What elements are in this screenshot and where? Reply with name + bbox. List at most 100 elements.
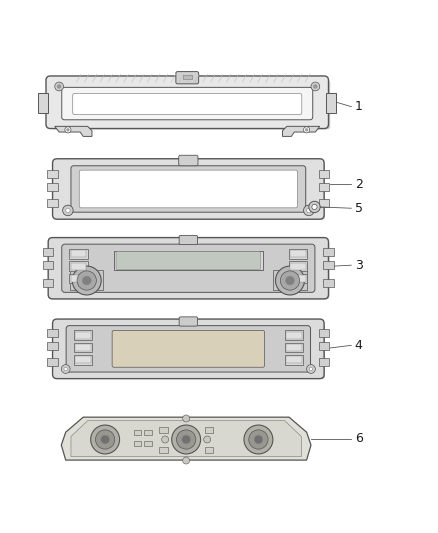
Bar: [285, 343, 303, 352]
Bar: [43, 261, 53, 269]
Bar: [319, 169, 329, 177]
Bar: [47, 169, 58, 177]
Bar: [75, 356, 91, 364]
Polygon shape: [283, 126, 320, 136]
FancyBboxPatch shape: [53, 159, 324, 219]
Bar: [43, 248, 53, 256]
Bar: [47, 199, 58, 207]
Circle shape: [183, 415, 190, 422]
Bar: [47, 329, 58, 337]
Circle shape: [95, 430, 115, 449]
Bar: [289, 273, 307, 283]
Text: 6: 6: [355, 432, 363, 445]
Bar: [69, 249, 88, 259]
Polygon shape: [326, 93, 336, 113]
Circle shape: [162, 436, 169, 443]
Bar: [134, 441, 141, 446]
Circle shape: [314, 85, 317, 88]
FancyBboxPatch shape: [179, 155, 198, 166]
Circle shape: [280, 271, 300, 290]
FancyBboxPatch shape: [112, 330, 265, 367]
Circle shape: [101, 435, 110, 444]
Circle shape: [244, 425, 273, 454]
Bar: [205, 447, 213, 453]
Circle shape: [63, 205, 73, 216]
Circle shape: [204, 436, 211, 443]
FancyBboxPatch shape: [57, 163, 325, 220]
FancyBboxPatch shape: [179, 236, 198, 245]
Bar: [289, 261, 307, 271]
Circle shape: [55, 82, 64, 91]
Bar: [286, 344, 302, 351]
Circle shape: [61, 365, 70, 374]
Circle shape: [307, 365, 315, 374]
Text: 4: 4: [355, 339, 363, 352]
Circle shape: [311, 82, 320, 91]
Bar: [69, 273, 88, 283]
FancyBboxPatch shape: [71, 166, 306, 212]
Bar: [323, 279, 334, 287]
Text: 2: 2: [355, 177, 363, 191]
Bar: [144, 441, 152, 446]
Circle shape: [183, 457, 190, 464]
Bar: [134, 430, 141, 435]
Polygon shape: [61, 417, 311, 460]
Bar: [319, 342, 329, 350]
Text: 3: 3: [355, 259, 363, 272]
Circle shape: [64, 367, 67, 371]
Circle shape: [82, 276, 91, 285]
Bar: [273, 270, 307, 290]
Bar: [319, 199, 329, 207]
FancyBboxPatch shape: [57, 323, 325, 379]
FancyBboxPatch shape: [46, 76, 328, 128]
FancyBboxPatch shape: [176, 71, 198, 84]
FancyBboxPatch shape: [79, 170, 297, 208]
Bar: [323, 261, 334, 269]
Bar: [75, 332, 91, 339]
Circle shape: [305, 128, 308, 131]
FancyBboxPatch shape: [53, 241, 329, 300]
FancyBboxPatch shape: [53, 319, 324, 378]
Polygon shape: [38, 93, 48, 113]
Bar: [285, 330, 303, 340]
Bar: [74, 330, 92, 340]
Bar: [290, 263, 306, 270]
Circle shape: [177, 430, 196, 449]
Bar: [43, 279, 53, 287]
FancyBboxPatch shape: [48, 238, 328, 299]
Bar: [69, 261, 88, 271]
FancyBboxPatch shape: [62, 87, 313, 120]
Circle shape: [57, 85, 61, 88]
Bar: [74, 343, 92, 352]
Bar: [74, 355, 92, 365]
Text: 1: 1: [355, 100, 363, 113]
Bar: [289, 249, 307, 259]
Bar: [144, 430, 152, 435]
FancyBboxPatch shape: [73, 93, 302, 115]
Bar: [319, 329, 329, 337]
Circle shape: [77, 271, 96, 290]
FancyBboxPatch shape: [116, 252, 261, 270]
Circle shape: [249, 430, 268, 449]
Circle shape: [254, 435, 263, 444]
Circle shape: [309, 367, 313, 371]
Bar: [285, 355, 303, 365]
Circle shape: [72, 266, 101, 295]
Bar: [183, 75, 192, 79]
Bar: [114, 251, 263, 270]
FancyBboxPatch shape: [51, 80, 330, 130]
Circle shape: [67, 128, 69, 131]
Circle shape: [304, 127, 310, 133]
Circle shape: [309, 201, 320, 213]
Bar: [159, 427, 168, 433]
Circle shape: [182, 435, 191, 444]
Bar: [319, 183, 329, 191]
Text: 5: 5: [355, 202, 363, 215]
Bar: [47, 342, 58, 350]
Circle shape: [91, 425, 120, 454]
Bar: [47, 183, 58, 191]
FancyBboxPatch shape: [62, 244, 315, 292]
Bar: [71, 251, 86, 257]
Circle shape: [286, 276, 294, 285]
Circle shape: [276, 266, 304, 295]
